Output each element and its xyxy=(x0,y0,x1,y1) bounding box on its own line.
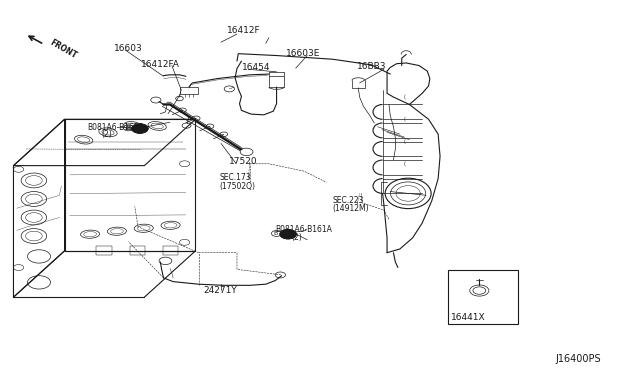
Text: 16603: 16603 xyxy=(114,44,143,52)
Text: B: B xyxy=(273,231,277,236)
Text: 17520: 17520 xyxy=(229,157,258,166)
Bar xyxy=(163,246,178,255)
Text: SEC.223: SEC.223 xyxy=(333,196,364,205)
Text: (2): (2) xyxy=(102,130,113,140)
Text: 16454: 16454 xyxy=(242,63,271,72)
Text: B: B xyxy=(125,125,129,130)
Text: FRONT: FRONT xyxy=(49,38,79,61)
Text: 16412FA: 16412FA xyxy=(141,60,180,69)
Text: J16400PS: J16400PS xyxy=(556,355,601,365)
Bar xyxy=(180,87,198,94)
Bar xyxy=(130,246,145,255)
Text: B081A6-B161A: B081A6-B161A xyxy=(275,225,332,234)
Text: 24271Y: 24271Y xyxy=(204,286,237,295)
Text: SEC.173: SEC.173 xyxy=(219,173,251,182)
Text: 16BB3: 16BB3 xyxy=(357,62,387,71)
Text: 16441X: 16441X xyxy=(451,313,486,322)
Text: (2): (2) xyxy=(291,232,302,242)
Text: (17502Q): (17502Q) xyxy=(219,182,255,190)
Text: 16412F: 16412F xyxy=(227,26,261,35)
Bar xyxy=(448,270,518,324)
Text: B081A6-B161A: B081A6-B161A xyxy=(87,123,144,132)
Text: 16603E: 16603E xyxy=(285,49,320,58)
Bar xyxy=(97,246,112,255)
Circle shape xyxy=(280,230,296,239)
Bar xyxy=(269,76,284,87)
Text: (14912M): (14912M) xyxy=(333,205,369,214)
Circle shape xyxy=(132,124,148,134)
Circle shape xyxy=(240,148,253,155)
